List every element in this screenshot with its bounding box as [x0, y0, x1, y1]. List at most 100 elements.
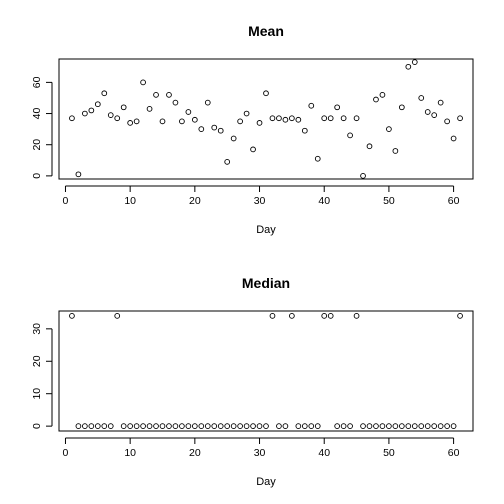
- mean-data-point: [282, 116, 289, 123]
- median-x-axis-label: Day: [256, 476, 276, 488]
- median-data-point: [230, 423, 237, 429]
- mean-data-point: [457, 115, 463, 122]
- mean-x-tick-label: 0: [63, 195, 69, 207]
- mean-data-point: [230, 135, 237, 142]
- median-data-point: [289, 313, 295, 319]
- median-data-point: [133, 423, 140, 429]
- mean-data-point: [146, 106, 153, 112]
- mean-x-tick-label: 40: [318, 195, 330, 207]
- median-data-point: [424, 423, 431, 429]
- mean-data-point: [75, 171, 82, 178]
- mean-data-point: [308, 102, 315, 109]
- median-data-point: [107, 423, 114, 429]
- median-x-tick-label: 0: [63, 447, 69, 459]
- mean-data-point: [360, 173, 366, 179]
- median-data-point: [146, 423, 153, 429]
- median-x-tick-label: 60: [448, 447, 460, 459]
- median-data-point: [263, 423, 269, 429]
- median-data-point: [386, 423, 392, 429]
- mean-data-point: [353, 115, 360, 122]
- median-data-point: [179, 423, 185, 429]
- median-data-point: [373, 423, 379, 429]
- median-data-point: [444, 423, 450, 429]
- median-data-point: [301, 423, 308, 429]
- mean-data-point: [321, 115, 328, 122]
- median-data-point: [256, 423, 263, 429]
- mean-data-point: [159, 118, 166, 125]
- median-data-point: [282, 423, 289, 429]
- mean-data-point: [301, 127, 308, 134]
- median-x-tick-label: 50: [383, 447, 395, 459]
- median-data-point: [88, 423, 95, 429]
- mean-plot-frame: [58, 58, 474, 180]
- median-data-point: [198, 423, 205, 429]
- mean-data-point: [166, 91, 172, 98]
- mean-data-point: [334, 104, 341, 111]
- mean-chart-title: Mean: [248, 23, 284, 39]
- median-data-point: [140, 423, 146, 429]
- median-data-point: [340, 423, 347, 429]
- median-data-point: [418, 423, 425, 429]
- mean-panel: Mean Day 0 10 20 30 40 50 60 0 20 40 60: [31, 23, 474, 236]
- mean-data-point: [444, 118, 450, 125]
- mean-x-tick-label: 60: [448, 195, 460, 207]
- mean-data-point: [211, 124, 218, 131]
- mean-data-point: [82, 110, 88, 117]
- median-data-point: [211, 423, 218, 429]
- mean-data-point: [179, 118, 185, 125]
- median-data-point: [127, 423, 134, 429]
- median-data-point: [450, 423, 457, 429]
- mean-data-point: [263, 90, 269, 97]
- median-y-tick-label: 10: [31, 388, 43, 400]
- mean-data-point: [276, 115, 282, 122]
- mean-data-point: [289, 115, 295, 122]
- mean-data-point: [327, 115, 334, 122]
- mean-data-point: [69, 115, 75, 122]
- mean-data-point: [114, 115, 121, 122]
- median-data-point: [437, 423, 444, 429]
- median-chart-title: Median: [242, 275, 290, 291]
- median-x-tick-label: 30: [254, 447, 266, 459]
- median-data-point: [269, 313, 276, 319]
- mean-data-point: [314, 155, 321, 162]
- mean-data-point: [250, 146, 256, 153]
- mean-data-point: [295, 116, 302, 123]
- median-data-point: [94, 423, 101, 429]
- mean-y-tick-label: 40: [31, 108, 43, 120]
- mean-data-point: [120, 104, 127, 111]
- median-data-point: [153, 423, 159, 429]
- mean-data-point: [392, 148, 399, 154]
- median-data-point: [243, 423, 250, 429]
- median-data-point: [308, 423, 315, 429]
- median-data-point: [101, 423, 108, 429]
- median-panel: Median Day 0 10 20 30 40 50 60 0 10 20 30: [31, 275, 474, 488]
- mean-data-point: [172, 99, 179, 106]
- mean-data-point: [269, 115, 276, 122]
- median-data-point: [360, 423, 366, 429]
- median-data-point: [114, 313, 121, 319]
- mean-data-point: [450, 135, 457, 142]
- median-data-point: [75, 423, 82, 429]
- mean-y-tick-label: 60: [31, 76, 43, 88]
- mean-data-point: [347, 132, 353, 139]
- mean-data-point: [411, 59, 418, 65]
- mean-data-point: [386, 126, 392, 132]
- mean-data-point: [256, 120, 263, 126]
- mean-data-point: [217, 127, 224, 134]
- mean-data-point: [224, 159, 231, 165]
- mean-data-point: [243, 110, 250, 117]
- median-data-point: [392, 423, 399, 429]
- mean-data-point: [340, 115, 347, 122]
- mean-data-point: [185, 109, 192, 115]
- median-data-point: [366, 423, 373, 429]
- median-data-point: [353, 313, 360, 319]
- median-data-point: [69, 313, 75, 319]
- mean-data-point: [379, 91, 386, 98]
- mean-data-point: [88, 107, 95, 114]
- mean-data-point: [437, 99, 444, 106]
- median-data-point: [204, 423, 211, 429]
- median-data-point: [82, 423, 88, 429]
- median-y-tick-label: 0: [31, 423, 43, 429]
- mean-data-point: [133, 118, 140, 125]
- mean-data-point: [431, 112, 438, 118]
